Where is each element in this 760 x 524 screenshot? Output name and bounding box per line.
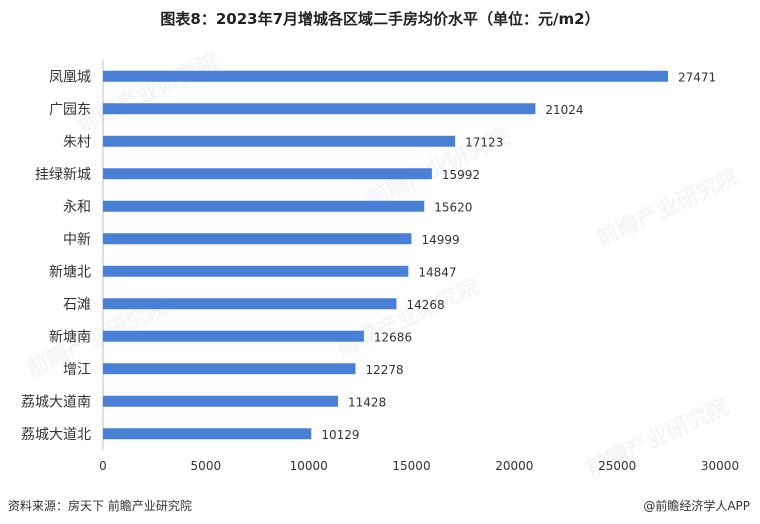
category-label: 永和 <box>63 199 91 215</box>
bar <box>103 265 409 277</box>
x-tick-label: 20000 <box>495 459 533 473</box>
category-label: 荔城大道北 <box>21 427 91 443</box>
data-label: 14847 <box>418 265 456 279</box>
data-label: 11428 <box>348 395 386 409</box>
data-label: 27471 <box>678 70 716 84</box>
data-label: 15620 <box>434 200 472 214</box>
data-label: 10129 <box>321 428 359 442</box>
bar <box>103 168 432 180</box>
bar <box>103 135 456 147</box>
category-label: 朱村 <box>63 134 91 150</box>
bar <box>103 200 425 212</box>
bar <box>103 233 412 245</box>
data-label: 17123 <box>465 135 503 149</box>
category-label: 广园东 <box>49 102 91 118</box>
category-label: 荔城大道南 <box>21 394 91 410</box>
bar <box>103 103 536 115</box>
source-note: 资料来源：房天下 前瞻产业研究院 <box>8 499 192 513</box>
bar <box>103 330 364 342</box>
data-label: 21024 <box>545 103 583 117</box>
x-tick-label: 5000 <box>191 459 222 473</box>
category-label: 新塘南 <box>49 329 91 345</box>
data-label: 14268 <box>406 298 444 312</box>
x-tick-label: 0 <box>99 459 107 473</box>
category-label: 中新 <box>63 232 91 248</box>
category-label: 增江 <box>63 362 91 378</box>
bar <box>103 363 356 375</box>
bar <box>103 70 668 82</box>
x-tick-label: 15000 <box>392 459 430 473</box>
brand-label: @前瞻经济学人APP <box>643 499 750 513</box>
data-label: 12278 <box>366 363 404 377</box>
category-label: 凤凰城 <box>49 69 91 85</box>
x-tick-label: 10000 <box>290 459 328 473</box>
x-tick-label: 30000 <box>701 459 739 473</box>
data-label: 15992 <box>442 168 480 182</box>
chart-title: 图表8：2023年7月增城各区域二手房均价水平（单位：元/m2） <box>160 10 600 28</box>
category-label: 新塘北 <box>49 264 91 280</box>
data-label: 14999 <box>421 233 459 247</box>
category-label: 挂绿新城 <box>35 167 91 183</box>
bar <box>103 428 312 440</box>
x-tick-label: 25000 <box>598 459 636 473</box>
data-label: 12686 <box>374 330 412 344</box>
bar <box>103 395 339 407</box>
category-label: 石滩 <box>63 297 91 313</box>
bar <box>103 298 397 310</box>
